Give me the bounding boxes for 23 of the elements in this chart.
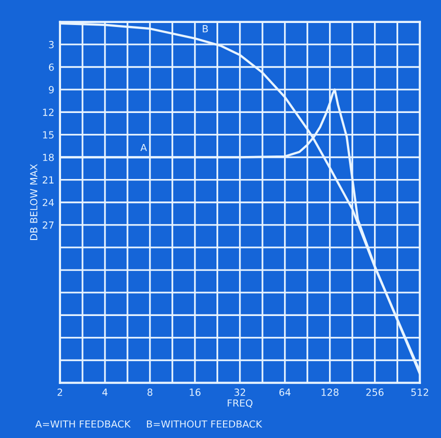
x-axis-title: FREQ [228,399,252,408]
x-tick-label: 256 [366,388,384,396]
x-tick-label: 16 [190,388,200,396]
y-tick-label: 3 [48,40,54,48]
text: A=WITH FEEDBACK B=WITHOUT FEEDBACK [35,420,262,428]
x-tick-label: 2 [58,388,62,396]
x-tick-label: 64 [279,388,291,396]
x-tick-label: 32 [234,388,246,396]
y-tick-label: 15 [43,131,54,139]
y-tick-label: 24 [42,198,54,206]
x-tick-label: 128 [322,388,338,396]
annotation: A [140,144,147,152]
y-axis-title: DB BELOW MAX [30,164,38,240]
y-tick-label: 27 [42,221,54,229]
y-tick-label: 6 [48,63,54,71]
y-tick-label: 21 [42,176,54,184]
annotation: B [202,25,208,32]
y-tick-label: 9 [48,86,54,94]
x-tick-label: 8 [148,388,152,396]
x-tick-label: 512 [411,388,428,396]
x-tick-label: 4 [102,388,108,396]
y-tick-label: 12 [43,108,54,116]
y-tick-label: 18 [43,154,54,162]
